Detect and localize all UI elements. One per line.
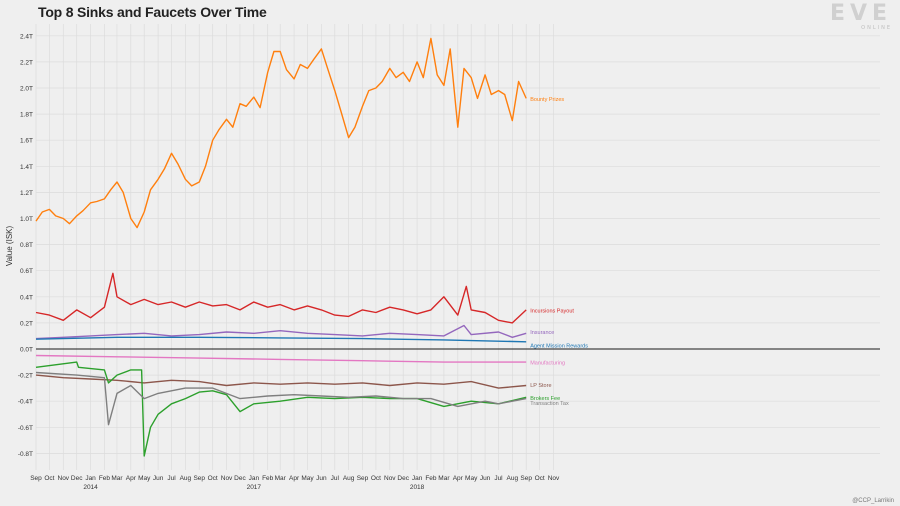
x-tick-label: Mar — [111, 475, 123, 482]
y-tick-label: -0.2T — [18, 373, 33, 380]
author-credit: @CCP_Larrikin — [852, 498, 894, 504]
x-tick-label: Mar — [275, 475, 287, 482]
x-tick-label: May — [138, 475, 151, 482]
y-tick-label: 1.4T — [20, 164, 33, 171]
x-tick-label: Jun — [153, 475, 164, 482]
series-line-incursions-payout — [35, 272, 527, 324]
x-tick-label: Jan — [412, 475, 423, 482]
x-tick-label: Jan — [249, 475, 260, 482]
x-year-label: 2018 — [410, 484, 425, 491]
series-labels: Bounty Prizes Incursions Payout Insurance A… — [530, 97, 588, 407]
eve-online-logo: EVE ONLINE — [830, 3, 892, 33]
x-year-label: 2017 — [247, 484, 262, 491]
x-tick-label: Oct — [208, 475, 218, 482]
x-tick-label: Sep — [30, 475, 42, 482]
x-tick-label: Apr — [126, 475, 137, 482]
series-line-transaction-tax — [35, 371, 527, 426]
x-tick-label: Jan — [85, 475, 96, 482]
x-tick-label: Jun — [480, 475, 491, 482]
x-tick-label: Apr — [453, 475, 464, 482]
series-line-agent-mission-rewards — [35, 336, 527, 343]
x-tick-label: May — [465, 475, 478, 482]
x-tick-label: Sep — [520, 475, 532, 482]
series-line-manufacturing — [35, 354, 527, 363]
x-tick-label: Jul — [167, 475, 176, 482]
chart-title: Top 8 Sinks and Faucets Over Time — [38, 4, 267, 20]
series-label-lp-store: LP Store — [530, 383, 551, 389]
logo-sub: ONLINE — [861, 25, 892, 31]
y-tick-label: 0.8T — [20, 242, 33, 249]
x-tick-label: Feb — [425, 475, 437, 482]
y-tick-label: 0.4T — [20, 294, 33, 301]
series-label-insurance: Insurance — [530, 330, 554, 336]
x-tick-label: Aug — [507, 475, 519, 482]
x-tick-label: Mar — [438, 475, 450, 482]
y-tick-label: 1.2T — [20, 190, 33, 197]
y-tick-label: 0.6T — [20, 268, 33, 275]
y-tick-label: 0.0T — [20, 347, 33, 354]
series-label-agent-mission-rewards: Agent Mission Rewards — [530, 343, 588, 349]
y-tick-label: 2.0T — [20, 86, 33, 93]
x-tick-label: Jul — [331, 475, 340, 482]
y-tick-label: 1.0T — [20, 216, 33, 223]
series-label-manufacturing: Manufacturing — [530, 361, 565, 367]
x-tick-label: Aug — [180, 475, 192, 482]
series-label-incursions-payout: Incursions Payout — [530, 308, 574, 314]
x-tick-label: May — [301, 475, 314, 482]
series-line-lp-store — [35, 374, 527, 389]
x-year-label: 2014 — [83, 484, 98, 491]
x-tick-label: Apr — [289, 475, 300, 482]
x-tick-label: Jun — [316, 475, 327, 482]
grid — [35, 24, 880, 470]
series-line-insurance — [35, 324, 527, 340]
series-lines — [35, 37, 527, 457]
x-tick-label: Aug — [343, 475, 355, 482]
y-tick-label: 1.8T — [20, 112, 33, 119]
y-tick-label: 2.4T — [20, 33, 33, 40]
x-tick-label: Oct — [535, 475, 545, 482]
x-tick-label: Sep — [357, 475, 369, 482]
x-tick-label: Jul — [494, 475, 503, 482]
logo-word: EVE — [830, 1, 893, 26]
y-axis-label: Value (ISK) — [5, 226, 14, 267]
series-line-bounty-prizes — [35, 37, 527, 229]
y-tick-label: -0.4T — [18, 399, 33, 406]
y-tick-label: -0.8T — [18, 451, 33, 458]
y-tick-label: 0.2T — [20, 320, 33, 327]
x-tick-label: Dec — [397, 475, 409, 482]
y-axis-ticks: 2.4T 2.2T 2.0T 1.8T 1.6T 1.4T 1.2T 1.0T 0.8T 0.6T… — [18, 33, 33, 458]
x-tick-label: Sep — [193, 475, 205, 482]
y-tick-label: 1.6T — [20, 138, 33, 145]
x-tick-label: Oct — [371, 475, 381, 482]
series-label-transaction-tax: Transaction Tax — [530, 401, 569, 407]
series-line-brokers-fee — [35, 361, 527, 457]
x-tick-label: Nov — [384, 475, 396, 482]
x-tick-label: Nov — [58, 475, 70, 482]
series-label-brokers-fee: Brokers Fee — [530, 396, 560, 402]
series-label-bounty-prizes: Bounty Prizes — [530, 97, 564, 103]
x-tick-label: Nov — [221, 475, 233, 482]
x-tick-label: Nov — [548, 475, 560, 482]
x-tick-label: Feb — [99, 475, 111, 482]
x-tick-label: Feb — [262, 475, 274, 482]
y-tick-label: -0.6T — [18, 425, 33, 432]
x-tick-label: Dec — [71, 475, 83, 482]
x-tick-label: Dec — [234, 475, 246, 482]
y-tick-label: 2.2T — [20, 59, 33, 66]
x-tick-label: Oct — [44, 475, 54, 482]
